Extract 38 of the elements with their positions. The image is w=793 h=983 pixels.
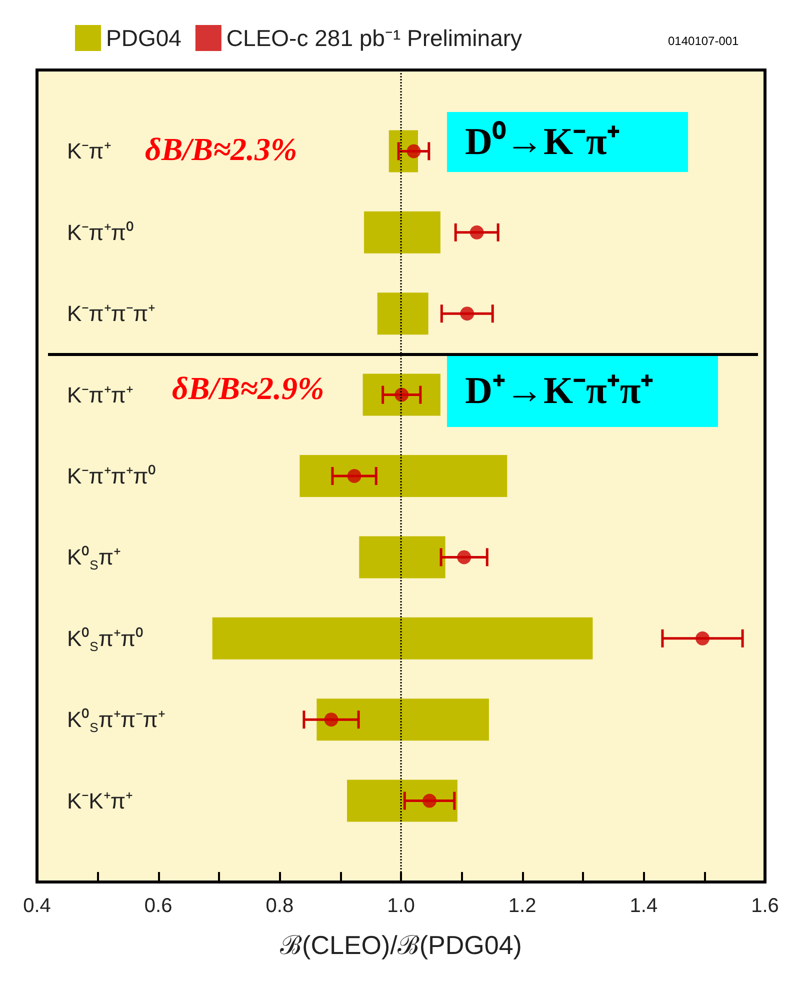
x-tick-label: 0.8 (266, 895, 294, 917)
point (696, 631, 710, 646)
point (422, 794, 437, 808)
bar (359, 536, 446, 578)
text: 0140107-001 (668, 34, 740, 48)
point (394, 388, 409, 402)
legend-label: PDG04 (106, 25, 182, 51)
y-tick-label: K⁻π⁺π⁺ (67, 382, 134, 408)
legend-label: CLEO-c 281 pb⁻¹ Preliminary (226, 25, 523, 51)
annotation: D⁰→K⁻π⁺ (465, 121, 620, 163)
x-tick-label: 1.4 (630, 895, 658, 917)
bar (347, 780, 458, 822)
x-tick-label: 1.0 (387, 895, 415, 917)
y-tick-label: K⁻K⁺π⁺ (67, 788, 133, 814)
y-tick-label: K⁻π⁺π⁰ (67, 220, 134, 245)
annotation: δB/B≈2.3% (145, 131, 298, 167)
y-tick-label: K⁻π⁺π⁺π⁰ (67, 464, 156, 488)
point (470, 225, 484, 240)
bar (364, 211, 440, 254)
y-tick-label: K⁻π⁺ (67, 138, 111, 164)
annotation: δB/B≈2.9% (172, 370, 324, 406)
x-tick-label: 1.2 (508, 895, 536, 917)
point (324, 712, 338, 727)
bar (300, 455, 508, 497)
bar (362, 374, 440, 416)
y-tick-label: K⁻π⁺π⁻π⁺ (67, 301, 156, 326)
bar (377, 292, 428, 335)
bar (212, 617, 593, 660)
point (347, 469, 362, 483)
x-axis-title: ℬ(CLEO)/ℬ(PDG04) (280, 930, 522, 960)
bar (316, 698, 489, 741)
x-tick-label: 0.4 (23, 895, 51, 917)
point (457, 550, 472, 564)
x-tick-label: 0.6 (144, 895, 172, 917)
point (406, 144, 421, 158)
point (460, 306, 474, 321)
annotation: D⁺→K⁻π⁺π⁺ (465, 370, 654, 412)
x-tick-label: 1.6 (751, 895, 779, 917)
